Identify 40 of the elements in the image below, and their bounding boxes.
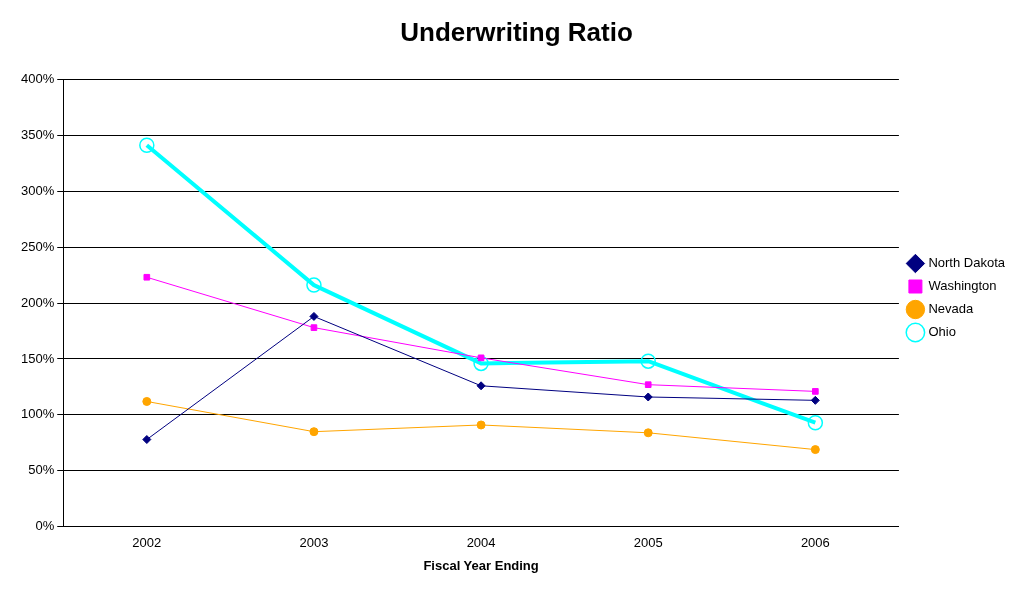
point: [477, 354, 485, 362]
point: [812, 388, 819, 395]
y-tick-label: 200%: [21, 294, 55, 310]
point: [476, 420, 486, 430]
x-tick-label: 2004: [466, 535, 496, 551]
y-tick-label: 0%: [35, 518, 55, 534]
y-tick-label: 300%: [21, 182, 55, 198]
point: [644, 381, 652, 389]
point: [473, 355, 489, 372]
point: [142, 435, 152, 445]
point: [643, 392, 653, 402]
legend-label: Washington: [928, 278, 997, 294]
y-tick-label: 150%: [21, 350, 55, 366]
x-tick-label: 2002: [132, 535, 162, 551]
y-tick-label: 350%: [21, 126, 55, 142]
chart-title: Underwriting Ratio: [400, 16, 633, 47]
point: [810, 395, 820, 405]
point: [807, 414, 824, 431]
y-tick-label: 250%: [21, 238, 55, 254]
point: [309, 311, 319, 321]
legend-label: Ohio: [928, 324, 956, 340]
x-tick-label: 2003: [299, 535, 329, 551]
x-axis-title: Fiscal Year Ending: [423, 557, 539, 573]
point: [142, 396, 152, 406]
point: [310, 324, 318, 331]
point: [643, 428, 653, 438]
x-tick-label: 2006: [800, 535, 830, 551]
y-tick-label: 50%: [28, 462, 55, 478]
point: [306, 277, 322, 293]
point: [143, 273, 151, 281]
legend-label: North Dakota: [928, 255, 1006, 271]
y-tick-label: 100%: [21, 406, 55, 422]
point: [309, 427, 319, 437]
x-tick-label: 2005: [633, 535, 663, 551]
point: [139, 137, 155, 153]
legend-label: Nevada: [928, 301, 974, 317]
point: [476, 381, 486, 391]
point: [810, 445, 820, 455]
y-tick-label: 400%: [21, 70, 55, 86]
point: [640, 353, 656, 369]
